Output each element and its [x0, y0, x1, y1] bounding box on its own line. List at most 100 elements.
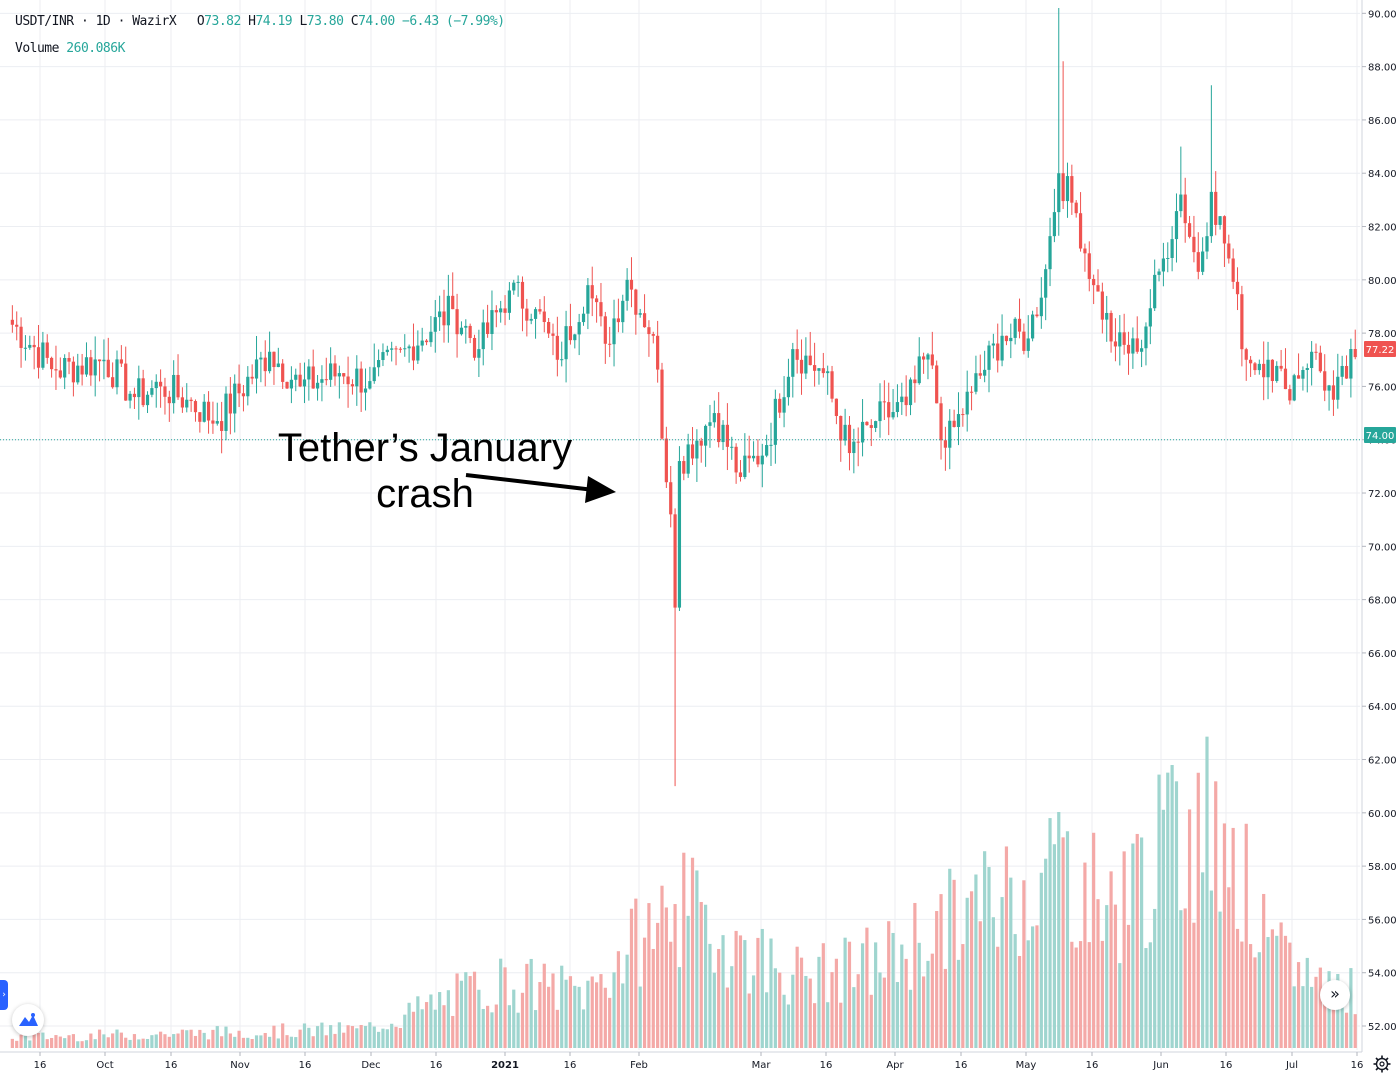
- candle-body: [948, 420, 952, 448]
- candle-body: [616, 318, 620, 323]
- candle-body: [935, 365, 939, 404]
- candle-body: [97, 359, 102, 362]
- candle-body: [499, 308, 503, 313]
- volume-bar: [978, 921, 982, 1048]
- volume-bar: [778, 972, 782, 1048]
- candle-body: [1035, 314, 1039, 317]
- volume-bar: [634, 898, 638, 1048]
- volume-bar: [71, 1034, 75, 1048]
- symbol-title[interactable]: USDT/INR · 1D · WazirX: [15, 14, 177, 29]
- volume-bar: [817, 956, 821, 1048]
- volume-bar: [363, 1025, 368, 1048]
- volume-bar: [961, 944, 965, 1048]
- volume-bar: [472, 971, 477, 1048]
- candle-body: [882, 401, 886, 403]
- candle-body: [651, 334, 655, 336]
- volume-bar: [525, 963, 529, 1048]
- price-tick-label: 80.00: [1368, 276, 1397, 287]
- volume-bar: [342, 1032, 346, 1048]
- candle-body: [734, 446, 738, 473]
- candle-body: [359, 368, 363, 393]
- candle-body: [58, 370, 62, 378]
- candle-body: [167, 396, 171, 404]
- volume-bar: [150, 1035, 154, 1048]
- volume-bar: [1048, 818, 1052, 1048]
- candle-body: [887, 402, 891, 418]
- candle-body: [738, 472, 743, 478]
- tradingview-logo-icon[interactable]: [12, 1004, 44, 1036]
- volume-bar: [1070, 941, 1074, 1048]
- time-tick-label: Feb: [630, 1060, 648, 1071]
- candle-body: [699, 440, 703, 446]
- annotation-line-2: crash: [376, 472, 474, 516]
- candle-body: [486, 322, 490, 334]
- time-tick-label: 16: [564, 1060, 577, 1071]
- volume-bar: [36, 1032, 41, 1048]
- price-axis[interactable]: 90.00 88.00 86.00 84.00 82.00 80.00 78.00 76.00…: [1361, 0, 1397, 1052]
- candle-body: [773, 398, 777, 445]
- candle-body: [1078, 213, 1083, 249]
- candle-body: [956, 414, 961, 428]
- candle-body: [1318, 352, 1322, 372]
- volume-bar: [215, 1026, 219, 1048]
- volume-bar: [520, 992, 525, 1048]
- time-axis[interactable]: 16 Oct 16 Nov 16 Dec 16 2021 16 Feb Mar 16 Apr 16 May 1…: [0, 1051, 1363, 1071]
- volume-bar: [830, 972, 834, 1048]
- volume-bar: [516, 1012, 520, 1048]
- candle-body: [464, 325, 468, 328]
- change-value: −6.43 (−7.99%): [402, 14, 505, 29]
- volume-bar: [438, 992, 442, 1048]
- candle-body: [1262, 363, 1266, 378]
- volume-bar: [1323, 994, 1327, 1048]
- candle-body: [686, 444, 690, 474]
- volume-bar: [1283, 935, 1288, 1048]
- volume-bar: [1227, 887, 1231, 1048]
- volume-bar: [1218, 911, 1222, 1048]
- candle-body: [821, 368, 825, 374]
- symbol-legend[interactable]: USDT/INR · 1D · WazirX O73.82 H74.19 L73…: [15, 14, 505, 29]
- candle-body: [813, 365, 817, 371]
- time-tick-label: 16: [955, 1060, 968, 1071]
- candle-body: [542, 311, 546, 323]
- volume-legend[interactable]: Volume 260.086K: [15, 41, 125, 56]
- candle-body: [377, 360, 381, 368]
- double-chevron-right-icon[interactable]: »: [1320, 980, 1350, 1010]
- volume-label: Volume: [15, 41, 59, 56]
- candle-body: [185, 399, 189, 408]
- volume-bar: [254, 1035, 259, 1048]
- volume-bar: [900, 944, 904, 1048]
- time-tick-label: Nov: [230, 1060, 250, 1071]
- candle-body: [259, 357, 263, 360]
- candle-body: [529, 318, 533, 321]
- price-tick-label: 68.00: [1368, 596, 1397, 607]
- price-tick-label: 54.00: [1368, 969, 1397, 980]
- candle-body: [145, 394, 150, 406]
- volume-bar: [852, 987, 856, 1048]
- volume-bar: [294, 1037, 298, 1048]
- candle-body: [1340, 365, 1344, 377]
- volume-bar: [490, 1012, 494, 1048]
- gear-icon[interactable]: [1372, 1054, 1392, 1074]
- candle-body: [106, 359, 110, 378]
- candle-body: [198, 412, 202, 422]
- volume-bar: [1318, 967, 1322, 1048]
- volume-bar: [1192, 922, 1196, 1048]
- volume-bar: [1057, 812, 1061, 1048]
- candle-body: [32, 344, 36, 348]
- chevron-right-icon[interactable]: ›: [0, 980, 8, 1010]
- volume-bar: [350, 1026, 355, 1048]
- candle-body: [84, 357, 89, 375]
- candle-body: [1183, 194, 1187, 224]
- candle-body: [1336, 376, 1340, 400]
- candle-body: [10, 319, 14, 325]
- volume-bar: [808, 978, 812, 1048]
- candle-body: [459, 327, 464, 335]
- candle-body: [324, 379, 328, 381]
- candle-body: [599, 302, 603, 317]
- open-value: 73.82: [204, 14, 241, 29]
- candle-body: [1240, 294, 1244, 350]
- time-tick-label: 16: [1220, 1060, 1233, 1071]
- candle-body: [704, 425, 708, 446]
- candle-body: [891, 412, 895, 418]
